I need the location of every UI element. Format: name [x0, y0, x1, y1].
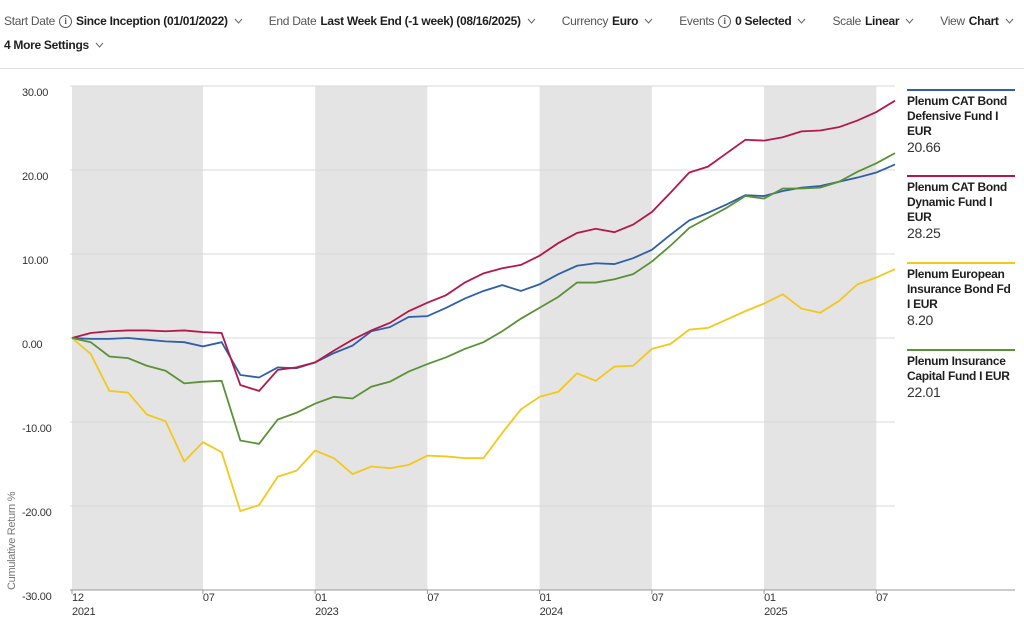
y-tick-label: 0.00: [22, 339, 42, 351]
setting[interactable]: End Date Last Week End (-1 week) (08/16/2…: [269, 14, 536, 28]
legend-entry: Plenum CAT Bond Dynamic Fund I EUR 28.25: [907, 175, 1015, 242]
y-tick-label: 10.00: [22, 255, 48, 267]
legend-value: 20.66: [907, 139, 941, 155]
more-settings[interactable]: 4 More Settings: [4, 38, 1014, 52]
legend-entry: Plenum CAT Bond Defensive Fund I EUR 20.6…: [907, 89, 1015, 156]
chevron-glyph: [95, 42, 104, 48]
chevron-glyph: [798, 18, 806, 24]
info-icon[interactable]: i: [59, 14, 73, 28]
legend-name: Plenum CAT Bond Defensive Fund I EUR: [907, 94, 1007, 138]
chevron[interactable]: [527, 18, 536, 24]
x-year-label: 2024: [540, 606, 563, 618]
series-line: [71, 152, 896, 445]
separator: [0, 68, 1024, 69]
y-tick-label: -30.00: [22, 591, 52, 603]
x-year-label: 2021: [72, 606, 95, 618]
x-tick-label: 07: [203, 592, 215, 604]
x-year-label: 2025: [764, 606, 787, 618]
setting-value[interactable]: Last Week End (-1 week) (08/16/2025): [320, 14, 521, 28]
legend-value: 22.01: [907, 384, 941, 400]
setting-label: End Date: [268, 14, 317, 28]
series-line: [71, 99, 896, 392]
x-tick-label: 07: [427, 592, 439, 604]
setting-label: Scale: [832, 14, 861, 28]
legend-value: 28.25: [907, 225, 941, 241]
x-tick-label: 12: [72, 592, 84, 604]
series-line: [71, 268, 896, 513]
setting[interactable]: Events i 0 Selected: [679, 14, 806, 28]
chevron[interactable]: [797, 18, 806, 24]
setting[interactable]: View Chart: [940, 14, 1014, 28]
setting-value[interactable]: 0 Selected: [735, 14, 792, 28]
setting-label: Currency: [561, 14, 609, 28]
chevron-glyph: [1005, 18, 1014, 24]
x-tick-label: 07: [652, 592, 664, 604]
y-tick-label: -10.00: [22, 423, 52, 435]
setting-value[interactable]: Linear: [864, 14, 900, 28]
setting[interactable]: Scale Linear: [832, 14, 914, 28]
chevron[interactable]: [234, 18, 243, 24]
legend-name: Plenum European Insurance Bond Fd I EUR: [907, 267, 1011, 311]
settings-row: Start Date i Since Inception (01/01/2022) E…: [4, 14, 1014, 28]
legend-name: Plenum CAT Bond Dynamic Fund I EUR: [907, 180, 1007, 224]
x-tick-label: 07: [876, 592, 888, 604]
chevron[interactable]: [1005, 18, 1014, 24]
chevron[interactable]: [905, 18, 914, 24]
setting-label: Events: [679, 14, 715, 28]
chevron-glyph: [905, 18, 914, 24]
chevron[interactable]: [95, 42, 104, 48]
setting-value[interactable]: Euro: [612, 14, 639, 28]
x-tick-label: 01: [540, 592, 552, 604]
x-year-label: 2023: [315, 606, 338, 618]
y-tick-label: 30.00: [22, 87, 48, 99]
setting-value[interactable]: Since Inception (01/01/2022): [76, 14, 228, 28]
x-tick-label: 01: [315, 592, 327, 604]
chevron[interactable]: [644, 18, 653, 24]
info-icon[interactable]: i: [718, 14, 732, 28]
toolbar: Start Date i Since Inception (01/01/2022) E…: [4, 14, 1014, 52]
chevron-glyph: [234, 18, 243, 24]
setting-value[interactable]: Chart: [968, 14, 999, 28]
y-tick-label: 20.00: [22, 171, 48, 183]
setting-label: Start Date: [4, 14, 56, 28]
chevron-glyph: [527, 18, 536, 24]
setting[interactable]: Currency Euro: [562, 14, 653, 28]
legend-value: 8.20: [907, 312, 934, 328]
setting[interactable]: Start Date i Since Inception (01/01/2022): [4, 14, 243, 28]
series-line: [71, 163, 896, 379]
y-tick-label: -20.00: [22, 507, 52, 519]
setting-label: View: [940, 14, 965, 28]
more-settings-label[interactable]: 4 More Settings: [4, 38, 89, 52]
y-axis-label: Cumulative Return %: [6, 491, 18, 590]
legend-entry: Plenum European Insurance Bond Fd I EUR 8…: [907, 262, 1015, 329]
x-tick-label: 01: [764, 592, 776, 604]
legend-entry: Plenum Insurance Capital Fund I EUR 22.01: [907, 349, 1015, 401]
chevron-glyph: [644, 18, 653, 24]
legend-name: Plenum Insurance Capital Fund I EUR: [907, 354, 1010, 383]
